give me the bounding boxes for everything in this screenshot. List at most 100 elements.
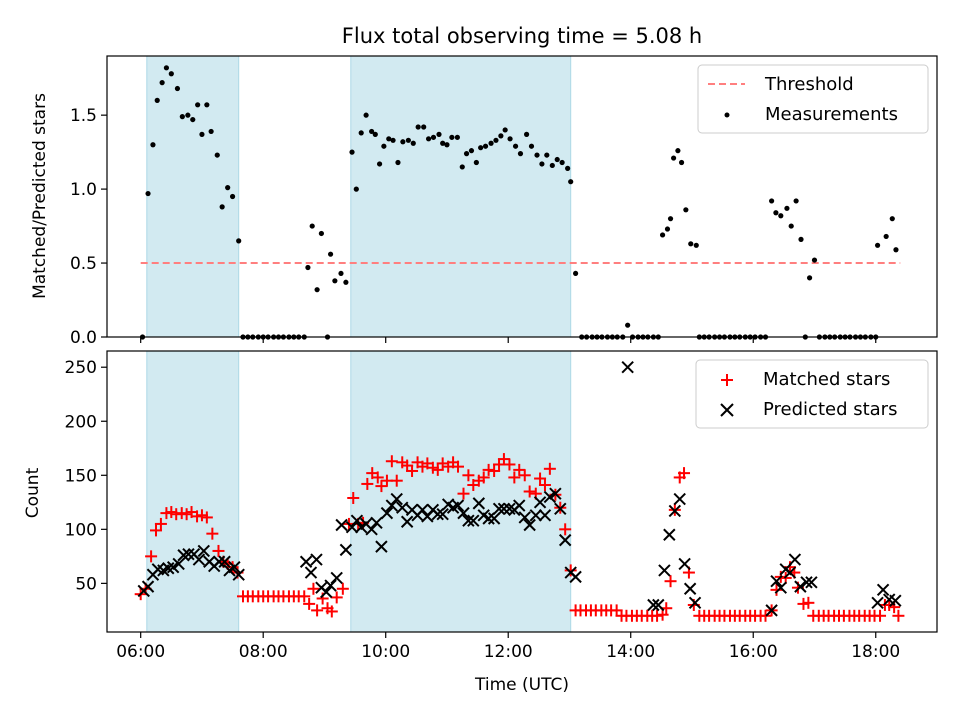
top-y-tick-label: 0.0 <box>70 328 97 348</box>
measurement-point <box>236 238 242 244</box>
measurement-point <box>219 204 225 210</box>
matched-point <box>874 609 887 622</box>
predicted-point <box>385 499 399 512</box>
legend-measurements-label: Measurements <box>765 104 898 125</box>
legend-measurement-swatch <box>724 112 730 118</box>
measurement-point <box>386 136 392 142</box>
measurement-point <box>395 159 401 166</box>
predicted-point <box>304 566 318 579</box>
measurement-point <box>625 322 631 328</box>
top-x-ticks <box>140 337 877 343</box>
measurement-point <box>185 112 191 118</box>
predicted-point <box>652 598 665 612</box>
matched-point <box>664 575 677 588</box>
measurement-point <box>318 230 324 237</box>
measurement-point <box>568 179 574 185</box>
legend-matched-label: Matched stars <box>763 369 890 390</box>
measurement-point <box>675 148 681 154</box>
measurement-point <box>214 152 220 158</box>
measurement-point <box>436 131 442 137</box>
measurement-point <box>798 236 804 242</box>
measurement-point <box>478 145 484 151</box>
predicted-point <box>192 553 206 566</box>
measurement-point <box>671 155 677 161</box>
measurement-point <box>159 80 165 86</box>
top-bands <box>146 55 572 338</box>
matched-point <box>770 583 783 596</box>
measurement-point <box>678 159 685 166</box>
measurement-point <box>454 134 460 140</box>
chart-title: Flux total observing time = 5.08 h <box>342 24 702 48</box>
matched-point <box>371 471 384 484</box>
predicted-point <box>543 490 557 504</box>
matched-point <box>508 471 521 484</box>
predicted-point <box>783 566 797 579</box>
measurement-point <box>788 223 794 229</box>
predicted-point <box>688 596 702 610</box>
observing-band-1 <box>350 350 572 633</box>
predicted-point <box>457 506 470 520</box>
predicted-point <box>212 555 226 568</box>
predicted-point <box>558 533 572 547</box>
measurement-point <box>459 164 465 170</box>
predicted-point <box>451 499 465 512</box>
predicted-point <box>166 560 180 574</box>
measurement-point <box>154 97 160 103</box>
matched-point <box>477 471 490 484</box>
predicted-point <box>182 547 195 561</box>
matched-point <box>154 517 167 530</box>
measurement-point <box>204 102 210 108</box>
bottom-legend-box <box>695 359 929 429</box>
predicted-point <box>889 594 902 607</box>
observing-band-0 <box>146 55 240 338</box>
predicted-point <box>497 502 511 515</box>
top-legend: Threshold Measurements <box>697 64 929 134</box>
top-axes-frame <box>106 55 938 338</box>
top-legend-box <box>697 64 929 134</box>
matched-point <box>325 605 338 618</box>
x-tick-label: 16:00 <box>729 642 778 662</box>
matched-point <box>503 458 516 471</box>
bottom-y-tick-label: 200 <box>65 412 97 432</box>
measurement-point <box>363 112 369 118</box>
predicted-point <box>416 503 429 517</box>
predicted-point <box>467 514 480 527</box>
predicted-point <box>172 557 185 571</box>
measurement-point <box>488 140 494 146</box>
predicted-point <box>390 492 403 506</box>
measurement-point <box>659 232 666 238</box>
x-tick-label: 10:00 <box>361 642 410 662</box>
measurement-point <box>415 124 421 130</box>
measurement-point <box>199 131 205 137</box>
measurement-point <box>349 149 355 155</box>
measurement-point <box>369 128 375 135</box>
measurement-point <box>440 140 446 146</box>
matched-point <box>298 590 311 603</box>
predicted-point <box>141 580 155 593</box>
bottom-axes-frame <box>106 350 938 633</box>
measurement-point <box>168 71 174 77</box>
measurement-point <box>468 148 475 154</box>
bottom-y-tick-label: 250 <box>65 358 97 378</box>
measurement-point <box>893 247 899 253</box>
predicted-point <box>518 511 531 524</box>
measurement-point <box>444 142 450 148</box>
x-tick-label: 12:00 <box>484 642 533 662</box>
matched-point <box>462 469 475 482</box>
predicted-point <box>533 496 547 509</box>
measurement-point <box>512 143 519 149</box>
matched-point <box>336 582 349 595</box>
predicted-point <box>335 518 348 532</box>
predicted-point <box>513 499 526 512</box>
predicted-point <box>197 544 210 558</box>
predicted-point <box>529 509 542 522</box>
matched-point <box>759 609 772 622</box>
measurement-point <box>314 287 320 293</box>
measurement-point <box>372 131 378 137</box>
predicted-point <box>370 516 383 530</box>
matched-point <box>559 523 572 536</box>
matched-point <box>200 511 213 524</box>
x-tick-label: 14:00 <box>606 642 655 662</box>
measurement-point <box>338 270 344 277</box>
